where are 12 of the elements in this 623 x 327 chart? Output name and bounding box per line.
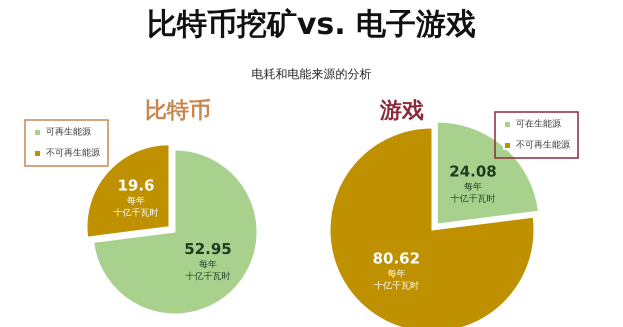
- data-label: 19.6每年十亿千瓦时: [113, 176, 158, 219]
- chart-title: 游戏: [379, 98, 424, 124]
- legend-label: 不可再生能源: [516, 140, 570, 150]
- text: 比特币挖矿vs. 电子游戏: [146, 6, 478, 44]
- data-label: 24.08每年十亿千瓦时: [449, 162, 497, 204]
- text: 电耗和电能来源的分析: [250, 66, 372, 83]
- legend-label: 可再生能源: [46, 126, 91, 138]
- data-label: 80.62每年十亿千瓦时: [372, 250, 420, 292]
- legend-label: 可在生能源: [516, 118, 561, 130]
- legend-label: 不可再生能源: [46, 148, 100, 158]
- chart-title: 比特币: [145, 98, 211, 124]
- data-label: 52.95每年十亿千瓦时: [184, 240, 232, 282]
